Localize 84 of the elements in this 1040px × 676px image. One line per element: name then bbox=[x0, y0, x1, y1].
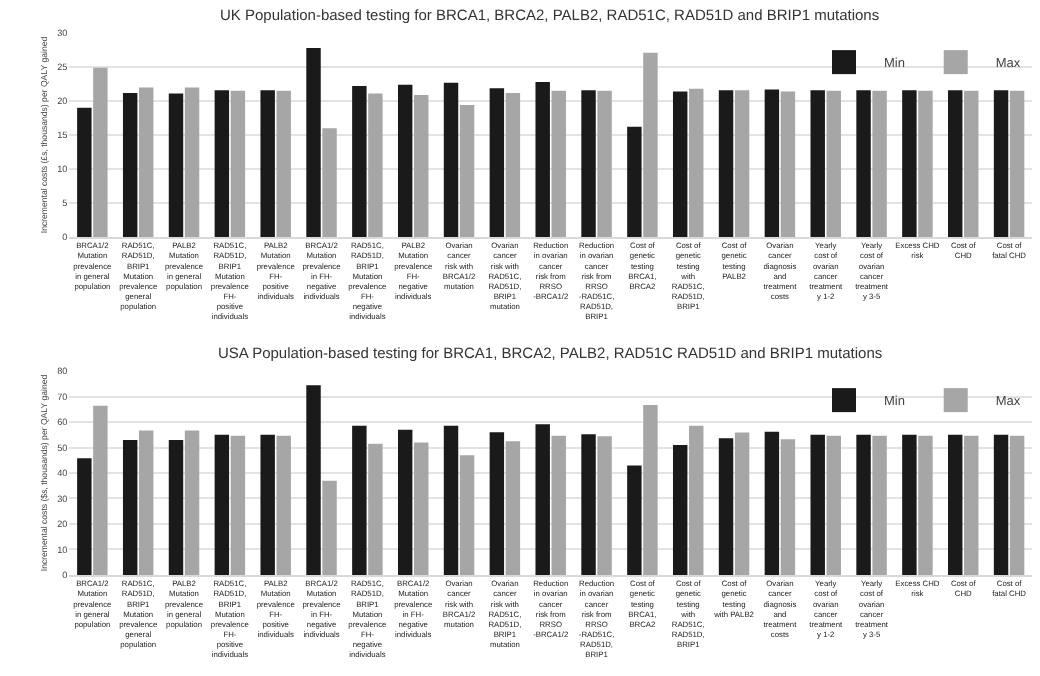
bar bbox=[902, 434, 917, 575]
bar bbox=[856, 90, 871, 237]
bar bbox=[780, 439, 796, 575]
bar bbox=[322, 480, 337, 575]
bar bbox=[535, 82, 550, 237]
bar bbox=[489, 432, 505, 575]
bar bbox=[93, 67, 108, 237]
bar bbox=[459, 455, 475, 575]
bar bbox=[535, 424, 550, 575]
bar bbox=[918, 435, 933, 575]
bar bbox=[168, 93, 184, 237]
bar bbox=[306, 48, 321, 237]
bar bbox=[918, 90, 933, 237]
bar bbox=[597, 90, 612, 237]
bar bbox=[230, 90, 246, 237]
bar bbox=[643, 52, 658, 237]
bar bbox=[122, 439, 138, 575]
bar bbox=[276, 435, 291, 575]
bar bbox=[184, 87, 200, 237]
bar bbox=[459, 105, 475, 237]
bar bbox=[581, 434, 596, 575]
bar bbox=[764, 89, 780, 237]
bar bbox=[397, 84, 413, 237]
bar bbox=[627, 126, 642, 237]
bar bbox=[414, 94, 429, 237]
bar bbox=[352, 86, 367, 237]
bar bbox=[139, 430, 154, 575]
bar bbox=[276, 90, 291, 237]
bar bbox=[1009, 90, 1025, 237]
bar bbox=[872, 90, 887, 237]
bar bbox=[214, 90, 230, 237]
bar bbox=[643, 404, 658, 575]
bar bbox=[826, 435, 841, 575]
bar bbox=[230, 435, 246, 575]
bar bbox=[551, 90, 566, 237]
bar bbox=[260, 90, 275, 237]
bar bbox=[551, 435, 566, 575]
bar bbox=[810, 434, 825, 575]
bar bbox=[505, 92, 521, 237]
bar bbox=[948, 434, 963, 575]
bar bbox=[368, 93, 383, 237]
bar bbox=[93, 405, 108, 575]
bar bbox=[718, 90, 734, 237]
bar bbox=[184, 430, 200, 575]
bar bbox=[993, 434, 1009, 575]
bar bbox=[718, 438, 734, 575]
bar bbox=[260, 434, 275, 575]
bar bbox=[443, 425, 459, 575]
bar bbox=[764, 431, 780, 575]
bar bbox=[964, 90, 979, 237]
bar bbox=[581, 90, 596, 237]
bar bbox=[872, 435, 887, 575]
bar bbox=[1009, 435, 1025, 575]
bar bbox=[597, 436, 612, 575]
bar bbox=[489, 88, 505, 237]
bar bbox=[139, 87, 154, 237]
bar bbox=[414, 442, 429, 575]
bar bbox=[77, 107, 92, 237]
bar bbox=[734, 90, 750, 237]
bar bbox=[397, 429, 413, 575]
bar bbox=[780, 91, 796, 237]
bar bbox=[122, 92, 138, 237]
bar bbox=[627, 465, 642, 575]
bar bbox=[77, 458, 92, 575]
bar bbox=[689, 88, 704, 237]
bar bbox=[902, 90, 917, 237]
bar bbox=[948, 90, 963, 237]
bar bbox=[352, 425, 367, 575]
bar bbox=[306, 385, 321, 575]
bar bbox=[368, 443, 383, 575]
bar bbox=[443, 82, 459, 237]
bar bbox=[214, 434, 230, 575]
bar bbox=[505, 441, 521, 575]
bar bbox=[856, 434, 871, 575]
bar bbox=[993, 90, 1009, 237]
bar bbox=[672, 444, 688, 575]
bar bbox=[322, 128, 337, 237]
bar bbox=[964, 435, 979, 575]
bar bbox=[672, 91, 688, 237]
bar bbox=[689, 425, 704, 575]
bar bbox=[734, 432, 750, 575]
bar bbox=[168, 439, 184, 575]
bar bbox=[826, 90, 841, 237]
bar bbox=[810, 90, 825, 237]
